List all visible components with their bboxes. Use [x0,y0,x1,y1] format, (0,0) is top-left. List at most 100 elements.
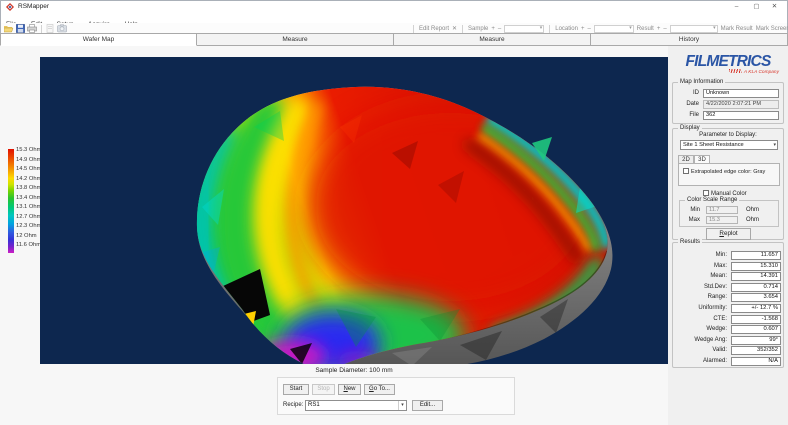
window-title: RSMapper [18,3,50,10]
toolbar-right: Edit Report ✕ Sample + – ▾ Location + – … [411,24,788,33]
chevron-down-icon: ▾ [539,24,543,31]
location-remove-button[interactable]: – [587,25,591,32]
tab-measure-1[interactable]: Measure [197,33,394,46]
result-remove-button[interactable]: – [663,25,667,32]
location-add-button[interactable]: + [580,25,585,32]
result-label: Uniformity: [698,305,727,311]
report-icon[interactable] [46,24,55,33]
max-label: Max [688,217,700,223]
result-row: CTE: -1.568 [673,314,783,324]
new-button[interactable]: New [338,384,361,395]
result-row: Range: 3.654 [673,293,783,303]
max-field: 15.3 [706,216,738,224]
result-row: Mean: 14.391 [673,272,783,282]
result-row: Min: 11.657 [673,251,783,260]
parameter-to-display-label: Parameter to Display: [699,132,757,138]
tab-history[interactable]: History [591,33,788,46]
brand-tagline: A KLA Company [668,69,788,76]
id-label: ID [693,90,699,96]
extrapolated-edge-row: Extrapolated edge color: Gray [683,168,765,175]
result-value: 0.714 [731,282,781,292]
sample-remove-button[interactable]: – [497,25,502,32]
view-options-page: Extrapolated edge color: Gray [678,163,780,186]
print-icon[interactable] [27,24,37,33]
location-label: Location [555,25,578,32]
parameter-value: Site 1 Sheet Resistance [683,142,744,148]
group-title: Results [678,239,703,246]
group-title: Display [678,125,702,132]
legend-label: 14.2 Ohm [16,175,42,182]
recipe-select[interactable]: RS1 ▾ [305,400,407,411]
start-button[interactable]: Start [283,384,309,395]
toolbar-separator [549,24,551,33]
result-row: Alarmed: N/A [673,357,783,366]
mark-screenshot-button[interactable]: Mark ScreenShot [755,25,788,32]
result-label: Result [636,25,654,32]
tab-wafer-map[interactable]: Wafer Map [0,33,197,46]
maximize-button[interactable]: ▢ [753,3,760,10]
manual-color-row: Manual Color [703,190,747,197]
toolbar-left [4,24,67,33]
chevron-down-icon: ▾ [773,142,776,148]
file-field[interactable]: 362 [703,111,779,120]
go-to-button[interactable]: Go To... [364,384,395,395]
close-report-icon[interactable]: ✕ [452,26,458,32]
date-label: Date [686,101,699,107]
edit-report-button[interactable]: Edit Report [419,25,450,32]
ohm-unit: Ohm [746,207,760,213]
result-value: 15.310 [731,261,781,271]
replot-button[interactable]: Replot [706,228,751,240]
wafer-map-3d-view[interactable] [40,57,668,364]
legend-label: 14.9 Ohm [16,156,42,163]
filmetrics-logo: FILMETRICS A KLA Company [668,54,788,76]
manual-color-checkbox[interactable] [703,190,709,196]
location-select[interactable]: ▾ [593,24,634,33]
legend-label: 14.5 Ohm [16,166,42,173]
result-label: Wedge: [706,326,727,333]
legend-label: 13.8 Ohm [16,185,42,192]
id-row: ID Unknown [673,89,783,98]
tab-strip: Wafer Map Measure Measure History [0,33,788,46]
result-value: 99° [731,335,781,345]
date-row: Date 4/22/2020 2:07:21 PM [673,100,783,109]
color-scale-range-group: Color Scale Range Min 11.7 Ohm Max 15.3 … [679,197,779,227]
minimize-button[interactable]: – [734,3,739,10]
min-field: 11.7 [706,206,738,214]
result-value: N/A [731,357,781,366]
tab-measure-2[interactable]: Measure [394,33,591,46]
id-field[interactable]: Unknown [703,89,779,98]
result-value: 3.654 [731,293,781,303]
result-value: 0.607 [731,325,781,335]
result-value: 14.391 [731,272,781,282]
parameter-select[interactable]: Site 1 Sheet Resistance ▾ [680,140,778,150]
legend-label: 12.3 Ohm [16,223,42,230]
sample-select[interactable]: ▾ [504,24,545,33]
close-button[interactable]: ✕ [771,3,778,10]
result-label: Max: [713,262,727,269]
screenshot-icon[interactable] [57,24,67,33]
sample-label: Sample [468,25,489,32]
group-title: Map Information [678,79,726,86]
brand-name: FILMETRICS [685,53,772,70]
mark-result-button[interactable]: Mark Result [720,25,753,32]
open-icon[interactable] [4,24,14,33]
date-field: 4/22/2020 2:07:21 PM [703,100,779,109]
result-value: -1.568 [731,314,781,324]
sample-add-button[interactable]: + [491,25,495,32]
result-select[interactable]: ▾ [669,24,718,33]
save-icon[interactable] [16,24,25,33]
menu-bar: File Edit Setup Acquire Help [1,13,787,28]
edit-recipe-button[interactable]: Edit... [412,400,443,411]
wafer-surface [196,86,613,364]
result-row: Wedge Ang: 99° [673,335,783,345]
extrapolated-edge-checkbox[interactable] [683,168,689,174]
color-scale-labels: 15.3 Ohm 14.9 Ohm 14.5 Ohm 14.2 Ohm 13.8… [16,146,41,251]
legend-label: 12 Ohm [16,232,37,239]
chevron-down-icon: ▾ [629,24,632,31]
result-add-button[interactable]: + [656,25,661,32]
file-label: File [689,112,699,118]
result-label: Std.Dev: [703,283,727,290]
chevron-down-icon: ▾ [713,24,716,31]
stop-button[interactable]: Stop [312,384,335,395]
chevron-down-icon: ▾ [398,401,406,410]
